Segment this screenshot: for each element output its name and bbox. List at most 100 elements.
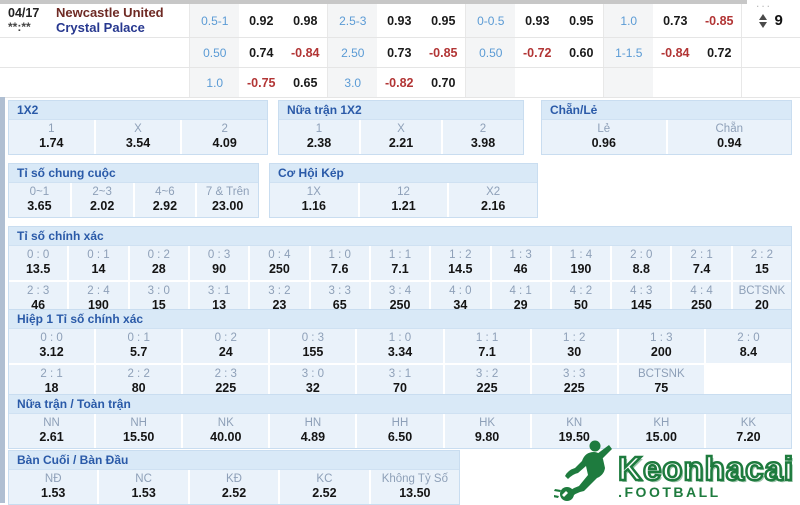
odds-cell[interactable]: -0.85 bbox=[705, 13, 734, 28]
handicap-cell[interactable]: 2.5-3 bbox=[327, 4, 378, 37]
odds-cell[interactable]: 3 : 3 225 bbox=[531, 365, 617, 399]
odds-cell[interactable]: HK 9.80 bbox=[444, 414, 530, 448]
odds-cell[interactable]: KĐ 2.52 bbox=[189, 470, 279, 504]
odds-cell[interactable]: KH 15.00 bbox=[618, 414, 704, 448]
odds-cell[interactable]: 0.95 bbox=[431, 13, 456, 28]
odds-cell[interactable]: 0 : 2 24 bbox=[183, 329, 269, 363]
odds-cell[interactable]: 1 : 4 190 bbox=[551, 246, 611, 280]
odds-cell[interactable]: 1 : 0 7.6 bbox=[310, 246, 369, 280]
odds-cell[interactable]: 0 : 3 90 bbox=[189, 246, 249, 280]
odds-cell[interactable]: 0.60 bbox=[569, 45, 594, 60]
odds-cell[interactable]: 3 : 2 225 bbox=[444, 365, 530, 399]
odds-cell[interactable]: 2 : 3 225 bbox=[183, 365, 269, 399]
odds-cell[interactable]: 2 : 0 8.8 bbox=[612, 246, 671, 280]
odds-cell[interactable]: -0.72 bbox=[523, 45, 552, 60]
odds-cell[interactable]: NĐ 1.53 bbox=[9, 470, 98, 504]
odds-cell[interactable]: 2 3.98 bbox=[443, 120, 523, 154]
odds-cell[interactable]: 0.74 bbox=[249, 45, 274, 60]
odds-cell[interactable]: 0.95 bbox=[569, 13, 594, 28]
odds-cell[interactable]: 3 : 1 70 bbox=[357, 365, 443, 399]
odds-cell[interactable]: 1 : 3 46 bbox=[491, 246, 550, 280]
odds-cell[interactable]: 7 & Trên 23.00 bbox=[197, 183, 258, 217]
odds-cell[interactable]: 1 1.74 bbox=[9, 120, 94, 154]
odds-cell[interactable]: 0 : 0 13.5 bbox=[9, 246, 68, 280]
handicap-cell[interactable]: 3.0 bbox=[327, 68, 378, 97]
home-team-name[interactable]: Newcastle United bbox=[55, 4, 164, 20]
odds-cell[interactable]: 1 : 3 200 bbox=[618, 329, 704, 363]
odds-cell[interactable]: 0.73 bbox=[387, 45, 412, 60]
odds-cell[interactable]: -0.82 bbox=[385, 75, 414, 90]
odds-cell[interactable]: 1 : 1 7.1 bbox=[370, 246, 430, 280]
odds-value: 7.6 bbox=[331, 262, 349, 276]
odds-cell[interactable]: 4~6 2.92 bbox=[134, 183, 196, 217]
odds-cell[interactable]: 0.65 bbox=[293, 75, 318, 90]
odds-cell[interactable]: 1 : 2 14.5 bbox=[431, 246, 490, 280]
odds-cell[interactable]: 1X 1.16 bbox=[270, 183, 358, 217]
odds-cell[interactable]: 1 : 0 3.34 bbox=[357, 329, 443, 363]
odds-cell[interactable]: 0.70 bbox=[431, 75, 456, 90]
odds-cell[interactable]: 2~3 2.02 bbox=[71, 183, 133, 217]
odds-cell[interactable]: 3 : 0 32 bbox=[270, 365, 356, 399]
odds-cell[interactable]: HN 4.89 bbox=[270, 414, 356, 448]
odds-cell[interactable]: -0.84 bbox=[291, 45, 320, 60]
odds-cell[interactable]: 1 2.38 bbox=[279, 120, 359, 154]
more-markets-control[interactable]: 9 bbox=[741, 4, 800, 37]
odds-cell[interactable]: X 2.21 bbox=[361, 120, 441, 154]
odds-cell[interactable]: 1 : 1 7.1 bbox=[444, 329, 530, 363]
handicap-cell[interactable]: 0.50 bbox=[189, 38, 240, 67]
odds-cell[interactable]: 0.72 bbox=[707, 45, 732, 60]
handicap-cell[interactable]: 1.0 bbox=[603, 4, 654, 37]
odds-cell[interactable]: 2 : 2 80 bbox=[96, 365, 182, 399]
odds-cell[interactable]: 2 4.09 bbox=[182, 120, 268, 154]
odds-cell[interactable]: -0.75 bbox=[247, 75, 276, 90]
odds-cell[interactable]: 0 : 1 14 bbox=[69, 246, 128, 280]
handicap-cell[interactable]: 2.50 bbox=[327, 38, 378, 67]
handicap-cell[interactable]: 0.50 bbox=[465, 38, 516, 67]
odds-cell[interactable]: 0 : 1 5.7 bbox=[96, 329, 182, 363]
updown-spinner-icon[interactable] bbox=[759, 13, 768, 28]
handicap-cell[interactable]: 1-1.5 bbox=[603, 38, 654, 67]
odds-label: 1 bbox=[315, 123, 323, 135]
match-teams[interactable]: Newcastle United Crystal Palace bbox=[55, 4, 189, 36]
odds-cell[interactable]: NC 1.53 bbox=[99, 470, 188, 504]
odds-cell[interactable]: 2 : 0 8.4 bbox=[705, 329, 791, 363]
odds-cell[interactable]: NK 40.00 bbox=[183, 414, 269, 448]
odds-cell[interactable]: BCTSNK 75 bbox=[618, 365, 704, 399]
handicap-cell[interactable]: 0-0.5 bbox=[465, 4, 516, 37]
odds-cell[interactable]: 2 : 1 18 bbox=[9, 365, 95, 399]
odds-cell[interactable]: 0.73 bbox=[663, 13, 688, 28]
odds-cell[interactable]: KK 7.20 bbox=[705, 414, 791, 448]
odds-cell[interactable]: 12 1.21 bbox=[359, 183, 448, 217]
odds-label: 2 : 3 bbox=[214, 368, 237, 380]
odds-cell[interactable]: 2 : 1 7.4 bbox=[672, 246, 731, 280]
odds-cell[interactable]: -0.84 bbox=[661, 45, 690, 60]
odds-cell[interactable]: Chẵn 0.94 bbox=[667, 120, 791, 154]
odds-label: 0 : 2 bbox=[147, 249, 170, 261]
odds-cell[interactable]: HH 6.50 bbox=[357, 414, 443, 448]
odds-value: 13 bbox=[212, 298, 227, 312]
handicap-cell[interactable]: 1.0 bbox=[189, 68, 240, 97]
odds-cell[interactable]: NH 15.50 bbox=[96, 414, 182, 448]
odds-cell[interactable]: Lẻ 0.96 bbox=[542, 120, 666, 154]
odds-cell[interactable]: 0 : 0 3.12 bbox=[9, 329, 95, 363]
odds-cell[interactable]: KC 2.52 bbox=[280, 470, 369, 504]
odds-cell[interactable]: 0.93 bbox=[387, 13, 412, 28]
odds-cell[interactable]: 0 : 4 250 bbox=[250, 246, 309, 280]
odds-cell[interactable]: -0.85 bbox=[429, 45, 458, 60]
away-team-name[interactable]: Crystal Palace bbox=[55, 19, 145, 35]
odds-cell[interactable]: Không Tỷ Số 13.50 bbox=[370, 470, 460, 504]
odds-cell[interactable]: KN 19.50 bbox=[531, 414, 617, 448]
odds-cell[interactable]: 0.98 bbox=[293, 13, 318, 28]
odds-cell[interactable]: NN 2.61 bbox=[9, 414, 95, 448]
odds-cell[interactable]: 0.93 bbox=[525, 13, 550, 28]
odds-cell[interactable]: 2 : 2 15 bbox=[732, 246, 792, 280]
odds-cell[interactable]: 1 : 2 30 bbox=[531, 329, 617, 363]
odds-cell[interactable]: X 3.54 bbox=[95, 120, 181, 154]
odds-cell[interactable]: 0.92 bbox=[249, 13, 274, 28]
more-menu-dots[interactable]: ... bbox=[755, 0, 772, 10]
odds-cell[interactable]: X2 2.16 bbox=[449, 183, 538, 217]
handicap-cell[interactable]: 0.5-1 bbox=[189, 4, 240, 37]
odds-cell[interactable]: 0~1 3.65 bbox=[9, 183, 70, 217]
odds-cell[interactable]: 0 : 2 28 bbox=[129, 246, 188, 280]
odds-cell[interactable]: 0 : 3 155 bbox=[270, 329, 356, 363]
